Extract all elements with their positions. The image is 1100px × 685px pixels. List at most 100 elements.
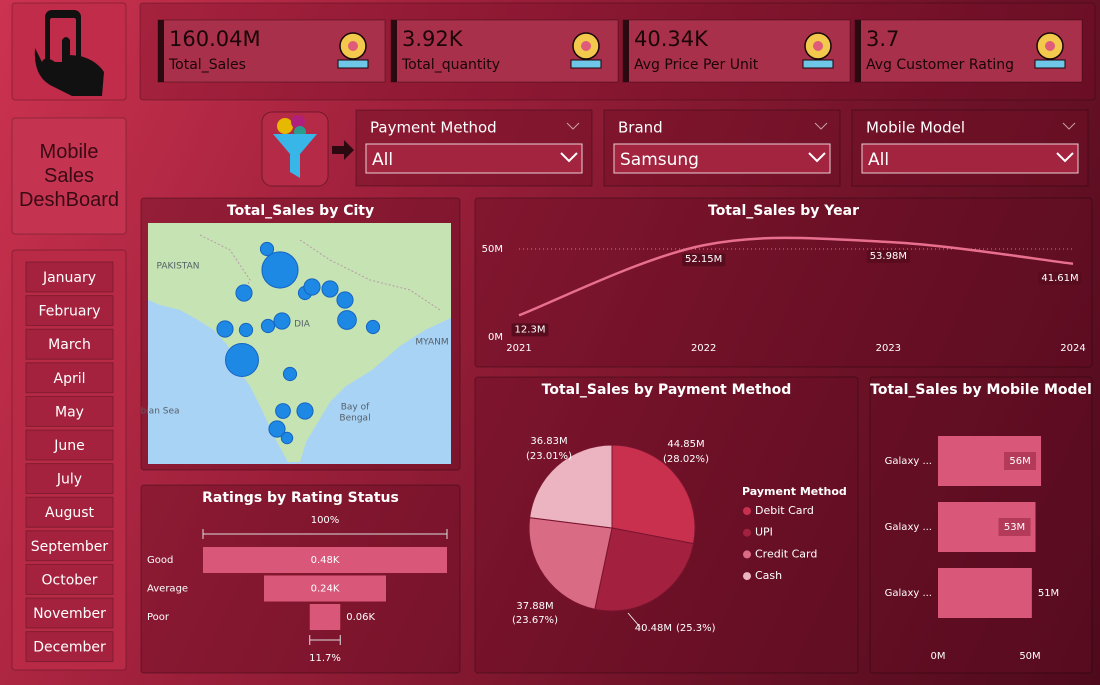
label-bg bbox=[682, 253, 726, 267]
month-label[interactable]: May bbox=[55, 404, 84, 420]
legend-swatch bbox=[743, 528, 751, 537]
filter-value[interactable]: All bbox=[372, 150, 393, 170]
funnel-bottom-label: 11.7% bbox=[309, 653, 341, 664]
month-label[interactable]: March bbox=[48, 337, 91, 353]
filter-label: Payment Method bbox=[370, 119, 497, 137]
data-label: 0.24K bbox=[311, 584, 340, 595]
bar bbox=[938, 568, 1032, 618]
month-button[interactable] bbox=[25, 496, 114, 528]
category-label: Average bbox=[147, 584, 188, 595]
filter-dropdown[interactable] bbox=[613, 143, 831, 174]
percent-label: (28.02%) bbox=[663, 454, 709, 465]
city-bubble bbox=[337, 310, 357, 330]
city-bubble bbox=[238, 322, 254, 338]
data-label: 40.48M bbox=[635, 623, 672, 634]
x-tick-label: 2021 bbox=[506, 343, 531, 354]
filter-dropdown[interactable] bbox=[365, 143, 583, 174]
kpi-accent bbox=[158, 20, 164, 82]
kpi-label: Total_quantity bbox=[401, 57, 500, 73]
x-tick-label: 2023 bbox=[876, 343, 901, 354]
month-label[interactable]: August bbox=[45, 505, 95, 521]
month-label[interactable]: October bbox=[41, 572, 97, 588]
month-button[interactable] bbox=[25, 395, 114, 427]
data-label: 44.85M bbox=[667, 439, 704, 450]
month-label[interactable]: February bbox=[38, 304, 100, 320]
filter-label: Brand bbox=[618, 119, 663, 137]
pie-slice bbox=[594, 527, 695, 612]
filter-icon bbox=[273, 115, 354, 178]
kpi-value: 160.04M bbox=[169, 27, 261, 51]
y-tick-label: 0M bbox=[488, 332, 503, 343]
funnel-top-range bbox=[202, 529, 448, 539]
city-bubble bbox=[225, 343, 259, 377]
month-button[interactable] bbox=[25, 463, 114, 495]
data-label: 56M bbox=[1009, 456, 1030, 467]
data-label: 36.83M bbox=[530, 436, 567, 447]
month-label[interactable]: July bbox=[56, 472, 82, 488]
month-label[interactable]: April bbox=[54, 371, 86, 387]
filter-value[interactable]: All bbox=[868, 150, 889, 170]
month-label[interactable]: January bbox=[42, 270, 96, 286]
city-bubble bbox=[296, 402, 314, 420]
city-bubble bbox=[261, 251, 299, 289]
label-bg bbox=[866, 249, 910, 263]
map-label: Bengal bbox=[339, 414, 370, 424]
legend-label: Credit Card bbox=[755, 547, 817, 560]
city-bubble bbox=[260, 318, 276, 334]
filter-chevron bbox=[814, 122, 828, 130]
pie-slice bbox=[528, 517, 613, 610]
month-button[interactable] bbox=[25, 563, 114, 595]
city-bubble bbox=[268, 420, 286, 438]
month-label[interactable]: November bbox=[33, 606, 106, 622]
label-bg bbox=[1038, 271, 1082, 285]
dropdown-chevron[interactable] bbox=[1056, 152, 1074, 163]
month-button[interactable] bbox=[25, 362, 114, 394]
label-bg bbox=[511, 323, 549, 337]
chart-title: Total_Sales by Mobile Model bbox=[870, 382, 1092, 398]
month-label[interactable]: June bbox=[53, 438, 85, 454]
month-button[interactable] bbox=[25, 631, 114, 663]
x-tick-label: 50M bbox=[1019, 651, 1040, 662]
filter-chevron bbox=[1062, 122, 1076, 130]
month-label[interactable]: December bbox=[33, 640, 106, 656]
chart-panel bbox=[474, 197, 1093, 368]
dropdown-chevron[interactable] bbox=[808, 152, 826, 163]
month-button[interactable] bbox=[25, 328, 114, 360]
category-label: Poor bbox=[147, 612, 170, 623]
filter-value[interactable]: Samsung bbox=[620, 150, 699, 170]
legend-title: Payment Method bbox=[742, 485, 847, 498]
kpi-icon bbox=[570, 32, 602, 69]
city-bubble bbox=[275, 403, 291, 419]
x-tick-label: 2022 bbox=[691, 343, 716, 354]
x-tick-label: 2024 bbox=[1060, 343, 1085, 354]
map-label: bian Sea bbox=[140, 407, 179, 417]
dropdown-chevron[interactable] bbox=[560, 152, 578, 163]
data-label: 37.88M bbox=[516, 601, 553, 612]
data-label: 53M bbox=[1004, 522, 1025, 533]
filter-dropdown[interactable] bbox=[861, 143, 1079, 174]
data-label: 41.61M bbox=[1041, 273, 1078, 284]
city-bubble bbox=[216, 320, 234, 338]
leader-line bbox=[627, 612, 641, 628]
percent-label: (23.01%) bbox=[526, 451, 572, 462]
month-button[interactable] bbox=[25, 597, 114, 629]
month-button[interactable] bbox=[25, 429, 114, 461]
month-button[interactable] bbox=[25, 530, 114, 562]
sales-line bbox=[518, 236, 1074, 317]
legend-swatch bbox=[743, 550, 751, 559]
kpi-icon bbox=[1034, 32, 1066, 69]
kpi-accent bbox=[623, 20, 629, 82]
category-label: Galaxy ... bbox=[885, 456, 932, 467]
kpi-icon bbox=[802, 32, 834, 69]
month-button[interactable] bbox=[25, 261, 114, 293]
map bbox=[148, 223, 451, 464]
funnel-bottom-range bbox=[309, 635, 341, 645]
month-button[interactable] bbox=[25, 295, 114, 327]
month-label[interactable]: September bbox=[31, 539, 109, 555]
kpi-accent bbox=[855, 20, 861, 82]
kpi-accent bbox=[391, 20, 397, 82]
label-bg bbox=[1004, 452, 1037, 470]
funnel-top-label: 100% bbox=[311, 515, 340, 526]
